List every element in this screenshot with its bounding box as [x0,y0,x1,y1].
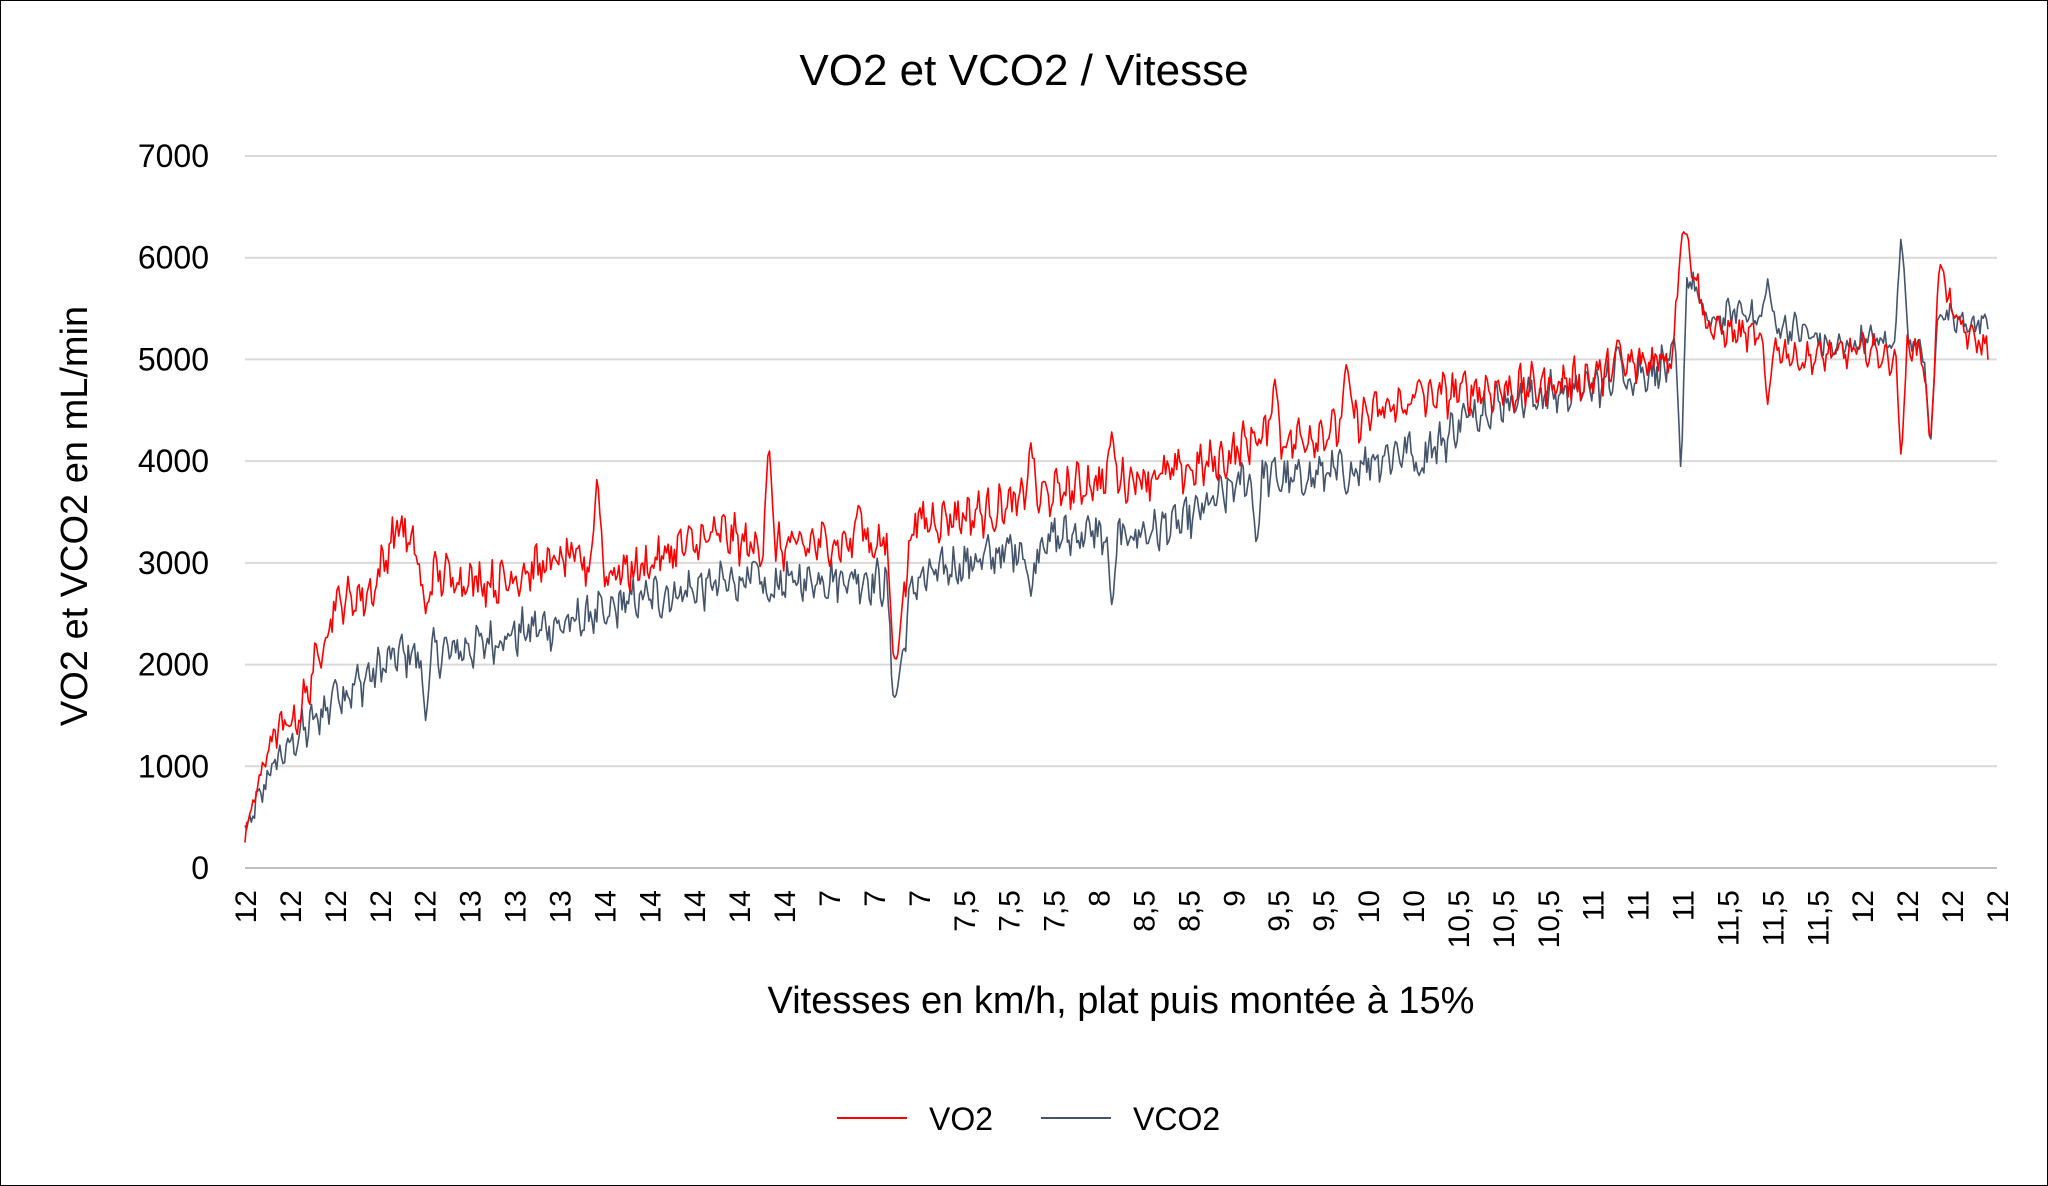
x-tick-label: 9,5 [1308,890,1341,932]
x-tick-label: 12 [1937,890,1970,923]
series-line-vco2 [244,238,1989,831]
x-tick-label: 7 [814,890,847,907]
x-tick-label: 8,5 [1173,890,1206,932]
x-tick-label: 11,5 [1802,890,1835,946]
x-tick-label: 13 [544,890,577,923]
x-tick-label: 14 [724,890,757,923]
y-tick-label: 0 [191,850,209,886]
x-tick-label: 10 [1398,890,1431,923]
x-tick-label: 14 [634,890,667,923]
x-tick-label: 13 [455,890,488,923]
x-tick-label: 7,5 [949,890,982,932]
y-tick-label: 4000 [138,443,209,479]
x-tick-label: 7 [904,890,937,907]
x-tick-label: 14 [769,890,802,923]
x-tick-label: 12 [365,890,398,923]
x-tick-label: 10 [1353,890,1386,923]
x-tick-label: 9 [1218,890,1251,907]
x-tick-label: 9,5 [1263,890,1296,932]
x-tick-label: 12 [1892,890,1925,923]
series-lines [244,231,1989,843]
x-tick-label: 10,5 [1443,890,1476,948]
y-axis-title: VO2 et VCO2 en mL/min [54,306,96,726]
x-tick-label: 12 [320,890,353,923]
x-tick-label: 14 [679,890,712,923]
chart-title: VO2 et VCO2 / Vitesse [799,46,1248,95]
x-tick-label: 13 [500,890,533,923]
x-axis-ticks: 12 12 12 12 12 13 13 13 14 14 14 14 14 7 7 7 7,5 7,5 7,5 8 8… [230,890,2015,948]
legend-label-vo2: VO2 [929,1101,993,1137]
x-axis-title: Vitesses en km/h, plat puis montée à 15% [768,980,1475,1022]
y-tick-label: 3000 [138,545,209,581]
x-tick-label: 11 [1578,890,1611,921]
x-tick-label: 10,5 [1533,890,1566,948]
y-tick-label: 5000 [138,341,209,377]
x-tick-label: 12 [230,890,263,923]
x-tick-label: 7,5 [1039,890,1072,932]
x-tick-label: 12 [1982,890,2015,923]
y-tick-label: 7000 [138,138,209,174]
x-tick-label: 8,5 [1128,890,1161,932]
x-tick-label: 7 [859,890,892,907]
x-tick-label: 11,5 [1712,890,1745,946]
x-tick-label: 12 [275,890,308,923]
x-tick-label: 12 [410,890,443,923]
x-tick-label: 10,5 [1488,890,1521,948]
y-tick-label: 6000 [138,240,209,276]
x-tick-label: 11,5 [1757,890,1790,946]
x-tick-label: 8 [1084,890,1117,907]
legend-label-vco2: VCO2 [1133,1101,1220,1137]
y-tick-label: 2000 [138,647,209,683]
gridlines [245,155,1997,869]
series-line-vo2 [244,231,1989,843]
x-tick-label: 11 [1668,890,1701,921]
x-tick-label: 11 [1623,890,1656,921]
y-axis-ticks: 0 1000 2000 3000 4000 5000 6000 7000 [138,138,209,886]
y-tick-label: 1000 [138,748,209,784]
legend: VO2 VCO2 [837,1101,1220,1137]
x-tick-label: 7,5 [994,890,1027,932]
x-tick-label: 12 [1847,890,1880,923]
x-tick-label: 14 [589,890,622,923]
